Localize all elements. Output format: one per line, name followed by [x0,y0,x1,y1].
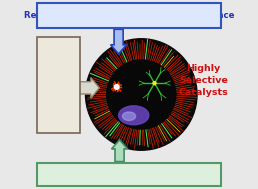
Polygon shape [79,77,99,98]
FancyBboxPatch shape [37,163,221,186]
Text: Catalyst
synthesis
with new
nanotech
nology: Catalyst synthesis with new nanotech nol… [38,59,80,113]
Polygon shape [111,29,127,54]
FancyBboxPatch shape [37,37,80,133]
Circle shape [115,85,119,89]
Circle shape [86,39,197,150]
Circle shape [107,60,176,129]
FancyBboxPatch shape [37,3,221,28]
Circle shape [153,82,156,85]
Text: Catalytic site structure from theory: Catalytic site structure from theory [53,170,205,179]
Ellipse shape [122,112,136,121]
Polygon shape [111,140,128,162]
Text: Highly
Selective
Catalysts: Highly Selective Catalysts [179,64,229,97]
Ellipse shape [119,106,149,125]
Text: Reaction mechanisms from surface science: Reaction mechanisms from surface science [24,11,234,20]
